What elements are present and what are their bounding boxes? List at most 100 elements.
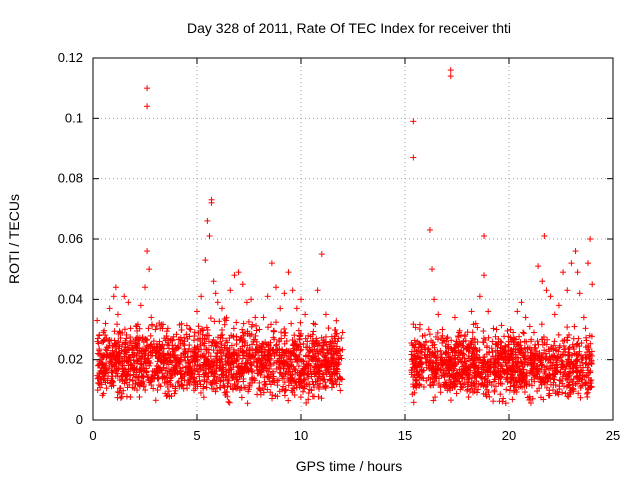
data-point [278,335,285,342]
x-tick-label: 20 [502,428,516,443]
data-point [305,362,312,369]
data-point [135,374,142,381]
data-point [146,266,153,273]
data-point [311,343,318,350]
data-point [142,387,149,394]
data-point [535,263,542,270]
data-point [224,348,231,355]
data-point [245,318,252,325]
y-tick-label: 0.08 [58,171,83,186]
data-point [145,325,152,332]
data-point [144,85,151,92]
data-point [205,363,212,370]
data-point [125,299,132,306]
data-point [207,315,214,322]
data-point [214,299,221,306]
data-point [288,349,295,356]
data-point [333,330,340,337]
data-point [142,335,149,342]
data-point [280,383,287,390]
data-point [429,266,436,273]
data-point [295,327,302,334]
data-point [256,326,263,333]
data-point [257,391,264,398]
data-point [587,236,594,242]
data-point [564,287,571,294]
data-point [490,398,497,405]
data-point [239,338,246,345]
x-tick-label: 10 [294,428,308,443]
data-point [244,360,251,367]
data-point [231,272,238,279]
data-point [501,333,508,340]
data-point [476,293,483,300]
data-point [286,355,293,362]
data-point [447,67,454,74]
data-point [175,345,182,352]
data-point [224,383,231,390]
data-point [244,330,251,337]
data-point [203,384,210,391]
data-point [112,284,119,291]
data-point [333,317,340,324]
data-point [268,260,275,267]
data-point [273,284,280,291]
data-point [497,391,504,398]
data-point [329,378,336,385]
data-point [200,385,207,392]
data-point [264,386,271,393]
data-point [213,353,220,360]
data-point [426,331,433,338]
data-point [179,364,186,371]
data-point [551,311,558,318]
data-point [94,317,101,324]
data-point [500,395,507,402]
data-point [469,329,476,336]
data-point [282,329,289,336]
y-tick-label: 0.06 [58,231,83,246]
data-point [481,272,488,279]
data-point [278,329,285,336]
data-point [169,371,176,378]
data-point [148,314,155,321]
data-point [210,347,217,354]
data-point [555,331,562,338]
data-point [208,199,215,206]
data-point [108,359,115,366]
data-point [150,338,157,345]
data-point [277,305,284,312]
data-point [288,320,295,327]
data-point [283,338,290,345]
data-point [453,390,460,397]
data-point [123,393,130,400]
data-point [249,321,256,328]
data-point [503,386,510,393]
data-point [270,327,277,334]
data-point [247,380,254,387]
data-point [235,269,242,276]
data-point [541,232,548,239]
data-point [200,394,207,401]
data-point [568,260,575,267]
data-point [279,346,286,353]
data-point [300,376,307,383]
data-point [214,334,221,341]
data-point [297,394,304,401]
data-point [226,399,233,406]
data-point [556,342,563,349]
data-point [410,154,417,161]
data-point [208,358,215,365]
data-point [268,321,275,328]
data-point [305,389,312,396]
data-point [114,321,121,328]
data-point [275,364,282,371]
data-point [152,326,159,333]
data-point [159,341,166,348]
grid-lines [93,58,613,420]
data-point [204,326,211,333]
data-point [159,370,166,377]
data-point [291,332,298,339]
data-point [491,388,498,395]
data-point [117,335,124,342]
data-point [310,328,317,335]
